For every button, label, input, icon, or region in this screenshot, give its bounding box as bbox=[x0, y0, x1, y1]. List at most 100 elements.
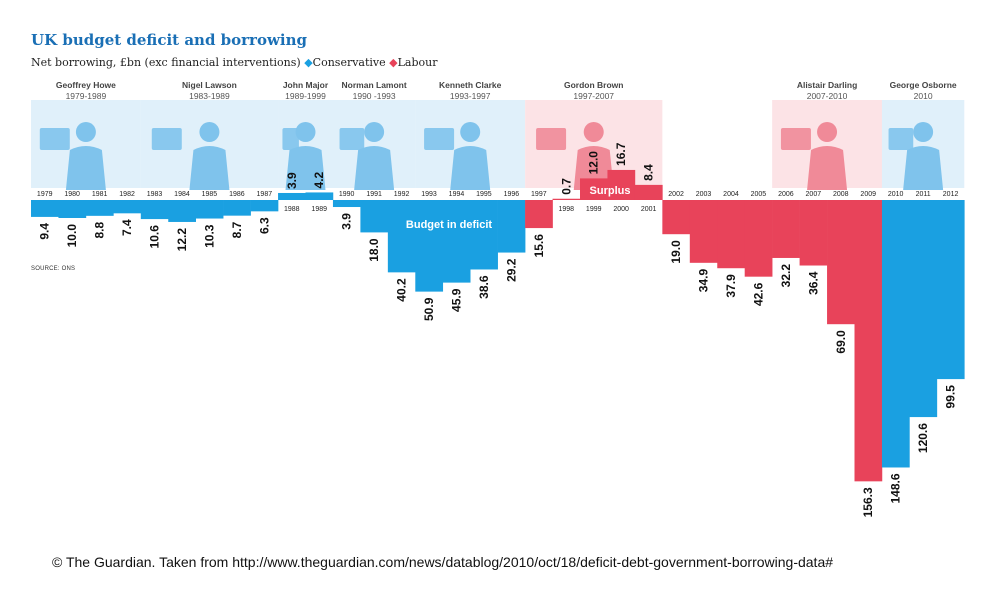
bar bbox=[195, 200, 224, 219]
year-label: 2007 bbox=[806, 191, 822, 198]
bar bbox=[442, 200, 471, 283]
chancellor-figure-head bbox=[460, 122, 481, 142]
year-label: 1988 bbox=[284, 206, 300, 213]
value-label: 8.8 bbox=[93, 222, 107, 239]
year-label: 1991 bbox=[366, 191, 382, 198]
bar bbox=[470, 200, 498, 270]
value-label: 34.9 bbox=[697, 268, 711, 292]
chancellor-figure-head bbox=[817, 122, 838, 142]
value-label: 37.9 bbox=[724, 274, 738, 298]
bar bbox=[168, 200, 196, 222]
red-box-briefcase bbox=[339, 128, 365, 150]
year-label: 2003 bbox=[696, 191, 712, 198]
value-labels: 9.4 10.0 8.8 7.4 10.6 12.2 10.3 8.7 6.3 3.9 4.2 3.9… bbox=[38, 142, 958, 517]
chancellor-years: 1997-2007 bbox=[573, 91, 614, 101]
chancellor-figure-body bbox=[450, 146, 491, 190]
value-label: 45.9 bbox=[449, 288, 463, 312]
bar bbox=[31, 200, 59, 217]
red-box-briefcase bbox=[424, 128, 455, 150]
year-label: 2006 bbox=[778, 191, 794, 198]
chancellor-figure-head bbox=[913, 122, 934, 142]
bar bbox=[497, 200, 526, 253]
value-label: 10.0 bbox=[65, 224, 79, 248]
value-label: 8.4 bbox=[642, 164, 656, 181]
year-label: 1989 bbox=[311, 206, 327, 213]
year-label: 1996 bbox=[504, 191, 520, 198]
value-label: 29.2 bbox=[504, 258, 518, 282]
red-box-briefcase bbox=[39, 128, 70, 150]
year-label: 1990 bbox=[339, 191, 355, 198]
value-label: 12.2 bbox=[175, 228, 189, 252]
bar bbox=[744, 200, 773, 277]
bar bbox=[717, 200, 745, 269]
red-box-briefcase bbox=[151, 128, 182, 150]
year-label: 1987 bbox=[257, 191, 273, 198]
chancellor-name: Alistair Darling bbox=[797, 80, 857, 90]
chart-subtitle: Net borrowing, £bn (exc financial interv… bbox=[31, 56, 438, 69]
year-label: 2005 bbox=[751, 191, 767, 198]
bar bbox=[634, 184, 663, 200]
chancellor-years: 1979-1989 bbox=[66, 91, 107, 101]
year-label: 2011 bbox=[916, 191, 931, 198]
chancellor-figure-head bbox=[583, 122, 604, 142]
value-label: 3.9 bbox=[285, 172, 299, 189]
year-label: 2001 bbox=[641, 206, 657, 213]
bar bbox=[936, 200, 965, 380]
bar bbox=[360, 200, 389, 233]
value-label: 38.6 bbox=[477, 275, 491, 299]
value-label: 69.0 bbox=[834, 330, 848, 354]
source-note: SOURCE: ONS bbox=[31, 266, 76, 272]
year-label: 2008 bbox=[833, 191, 849, 198]
year-label: 1994 bbox=[449, 191, 465, 198]
legend-label-labour: Labour bbox=[397, 56, 438, 69]
bar bbox=[278, 192, 306, 200]
bar bbox=[799, 200, 828, 266]
bar bbox=[607, 169, 636, 200]
surplus-label: Surplus bbox=[590, 185, 631, 197]
bar bbox=[827, 200, 855, 325]
chancellor-figure-body bbox=[285, 146, 326, 190]
chancellor-figure-body bbox=[189, 146, 230, 190]
bar bbox=[223, 200, 251, 216]
year-label: 2004 bbox=[723, 191, 739, 198]
value-label: 36.4 bbox=[806, 271, 820, 295]
year-label: 2000 bbox=[613, 206, 629, 213]
year-label: 2010 bbox=[888, 191, 904, 198]
bar bbox=[525, 200, 553, 229]
legend-marker-conservative: ◆ bbox=[304, 56, 313, 69]
year-label: 1997 bbox=[531, 191, 547, 198]
chancellor-portraits bbox=[31, 100, 965, 190]
bar bbox=[772, 200, 800, 258]
chancellor-name: Kenneth Clarke bbox=[439, 80, 502, 90]
year-label: 1992 bbox=[394, 191, 410, 198]
value-label: 42.6 bbox=[751, 282, 765, 306]
value-label: 6.3 bbox=[257, 217, 271, 234]
bar bbox=[415, 200, 444, 292]
chancellor-figure-head bbox=[295, 122, 316, 142]
bar bbox=[854, 200, 883, 482]
chancellor-years: 2007-2010 bbox=[807, 91, 848, 101]
value-label: 12.0 bbox=[587, 151, 601, 175]
bar bbox=[689, 200, 718, 263]
bar bbox=[113, 200, 142, 214]
value-label: 40.2 bbox=[395, 278, 409, 302]
year-label: 1982 bbox=[119, 191, 135, 198]
chancellor-years: 1989-1999 bbox=[285, 91, 326, 101]
bar bbox=[332, 200, 361, 208]
chancellor-years: 2010 bbox=[914, 91, 933, 101]
bar bbox=[250, 200, 279, 212]
value-label: 50.9 bbox=[422, 297, 436, 321]
red-box-briefcase bbox=[780, 128, 811, 150]
value-label: 3.9 bbox=[340, 213, 354, 230]
chancellor-name: John Major bbox=[283, 80, 329, 90]
bar bbox=[140, 200, 169, 220]
chancellor-name: Nigel Lawson bbox=[182, 80, 237, 90]
chancellor-name: Gordon Brown bbox=[564, 80, 624, 90]
chancellor-name: George Osborne bbox=[890, 80, 957, 90]
footer-credit: © The Guardian. Taken from http://www.th… bbox=[52, 554, 834, 570]
value-label: 10.3 bbox=[202, 224, 216, 248]
value-label: 120.6 bbox=[916, 423, 930, 453]
year-label: 1984 bbox=[174, 191, 190, 198]
year-label: 2002 bbox=[668, 191, 684, 198]
